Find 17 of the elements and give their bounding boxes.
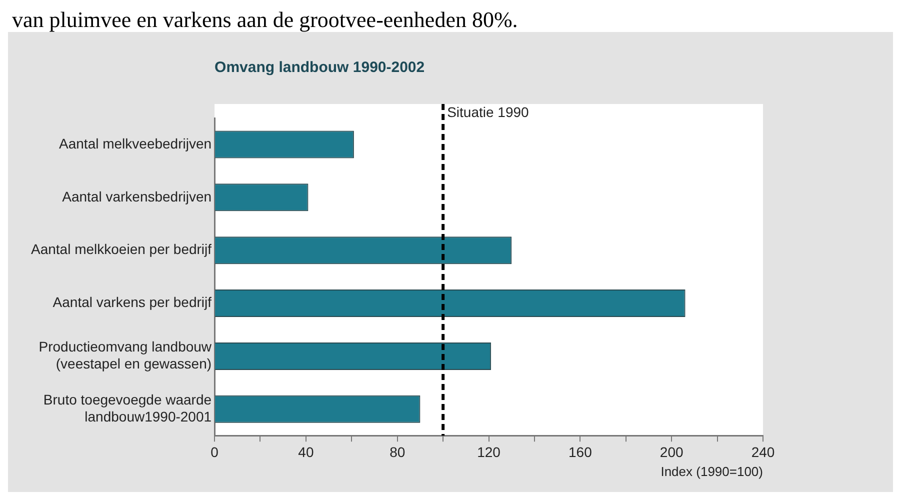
y-tick-label: Aantal melkkoeien per bedrijf <box>30 241 212 258</box>
y-tick-label: Aantal varkens per bedrijf <box>52 294 212 310</box>
x-tick-label: 0 <box>210 444 219 460</box>
x-axis-title: Index (1990=100) <box>660 464 763 479</box>
x-tick-label: 200 <box>660 444 684 460</box>
y-tick-label: Productieomvang landbouw (veestapel en gewassen) <box>38 338 212 372</box>
y-tick-label: Bruto toegevoegde waarde landbouw1990-2001 <box>43 392 212 424</box>
text: van pluimvee en varkens aan de grootvee-eenheden 80%. <box>11 7 519 32</box>
y-tick-label: Aantal melkveebedrijven <box>59 135 212 152</box>
x-tick-label: 40 <box>298 444 314 460</box>
ref-line-label: Situatie 1990 <box>447 104 530 120</box>
x-tick-label: 120 <box>477 444 501 460</box>
chart-title: Omvang landbouw 1990-2002 <box>214 59 425 76</box>
x-tick-label: 80 <box>390 444 406 460</box>
y-tick-label: Aantal varkensbedrijven <box>62 188 212 204</box>
x-tick-label: 160 <box>568 444 592 460</box>
x-tick-label: 240 <box>751 444 775 460</box>
